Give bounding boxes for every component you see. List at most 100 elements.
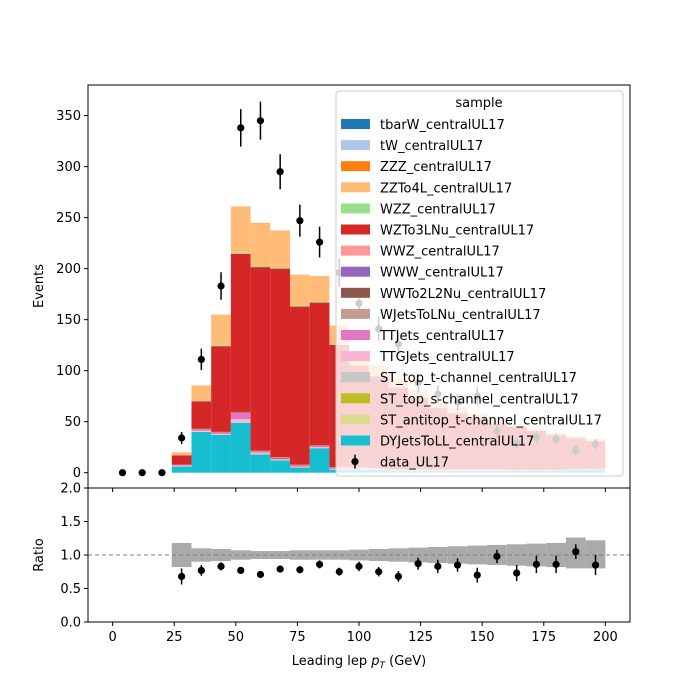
main-y-tick-label: 150 — [56, 313, 81, 328]
data-point — [296, 217, 304, 225]
stack-bar — [250, 266, 271, 268]
stack-bar — [250, 451, 271, 453]
stack-bar — [270, 230, 291, 268]
stack-bar — [211, 432, 231, 434]
data-point — [158, 469, 166, 477]
x-tick-label: 200 — [593, 630, 618, 645]
data-point — [276, 168, 284, 176]
ratio-point — [394, 572, 403, 581]
ratio-y-tick-label: 0.5 — [60, 582, 81, 597]
main-y-tick-label: 0 — [73, 466, 81, 481]
x-axis-label: Leading lep pT (GeV) — [292, 654, 426, 671]
ratio-x-ticks: 0 25 50 75 100 125 150 175 200 — [108, 622, 618, 645]
ratio-point — [256, 570, 265, 579]
main-y-axis-label: Events — [32, 264, 47, 308]
stack-bar — [290, 466, 310, 468]
ratio-y-axis-label: Ratio — [32, 538, 47, 571]
x-tick-label: 50 — [228, 630, 245, 645]
ratio-y-tick-label: 0.0 — [60, 616, 81, 631]
x-tick-label: 100 — [347, 630, 372, 645]
x-tick-label: 75 — [289, 630, 306, 645]
stack-bar — [191, 429, 212, 431]
stack-bar — [230, 413, 251, 420]
legend-label: WWW_centralUL17 — [380, 266, 504, 281]
ratio-point — [178, 572, 186, 581]
ratio-band-segment — [447, 546, 468, 564]
stack-bar — [171, 464, 192, 466]
data-point — [197, 355, 205, 364]
legend-swatch — [341, 414, 370, 425]
ratio-point — [493, 552, 501, 560]
legend-data-marker — [351, 458, 359, 466]
main-x-ticks — [112, 488, 606, 492]
stack-bar — [230, 412, 251, 414]
stack-bar — [191, 400, 212, 402]
legend-swatch — [341, 119, 370, 129]
stack-bar — [211, 433, 231, 435]
stack-bar — [171, 466, 192, 473]
stack-bar — [211, 432, 231, 433]
stack-bar — [250, 454, 271, 473]
legend-label: data_UL17 — [380, 456, 449, 471]
ratio-uncertainty-band — [171, 537, 606, 569]
ratio-point — [513, 569, 521, 577]
ratio-point — [315, 560, 324, 568]
stack-bar — [191, 401, 212, 429]
legend-label: ST_top_t-channel_centralUL17 — [380, 371, 577, 386]
stack-bar — [191, 430, 212, 432]
ratio-band-segment — [349, 549, 369, 561]
stack-bar — [290, 274, 310, 306]
stack-bar — [309, 446, 330, 448]
stack-bar — [290, 305, 310, 307]
main-y-tick-label: 300 — [56, 160, 81, 175]
x-tick-label: 125 — [408, 630, 433, 645]
ratio-band-segment — [230, 550, 251, 560]
ratio-point — [414, 560, 422, 568]
legend-label: WZZ_centralUL17 — [380, 202, 496, 217]
stack-bar — [270, 267, 291, 269]
stack-bar — [270, 268, 291, 458]
stack-bar — [270, 457, 291, 458]
legend-swatch — [341, 435, 370, 446]
stack-bar — [191, 429, 212, 430]
ratio-point — [296, 566, 304, 574]
stack-bar — [230, 422, 251, 473]
stack-bar — [191, 385, 212, 401]
x-tick-label: 25 — [166, 630, 183, 645]
legend-swatch — [341, 245, 370, 256]
legend-label: ZZZ_centralUL17 — [380, 160, 492, 175]
ratio-band-segment — [585, 540, 606, 569]
main-y-tick-label: 100 — [56, 364, 81, 379]
ratio-point — [237, 566, 245, 575]
stack-bar — [191, 431, 212, 473]
main-y-tick-label: 250 — [56, 211, 81, 226]
ratio-band-segment — [427, 546, 448, 564]
stack-bar — [250, 223, 271, 267]
legend-label: ST_top_s-channel_centralUL17 — [380, 392, 579, 407]
legend-label: WZTo3LNu_centralUL17 — [380, 224, 534, 239]
x-tick-label: 0 — [108, 630, 116, 645]
ratio-point — [217, 562, 225, 570]
stack-bar — [250, 267, 271, 451]
stack-bar — [270, 457, 291, 459]
stack-bar — [211, 431, 231, 433]
ratio-point — [335, 568, 343, 576]
legend-swatch — [341, 224, 370, 235]
stack-bar — [309, 302, 330, 446]
legend-swatch — [341, 308, 370, 319]
ratio-y-tick-label: 1.5 — [60, 515, 81, 530]
ratio-y-ticks: 0.0 0.5 1.0 1.5 2.0 — [60, 482, 88, 631]
stack-bar — [211, 434, 231, 473]
data-point — [138, 469, 146, 477]
data-point — [178, 434, 186, 442]
ratio-point — [375, 568, 383, 576]
legend-swatch — [341, 140, 370, 151]
stack-bar — [191, 428, 212, 430]
stack-bar — [290, 467, 310, 473]
data-point — [237, 124, 245, 132]
legend-label: ZZTo4L_centralUL17 — [380, 181, 512, 196]
x-tick-label: 150 — [470, 630, 495, 645]
legend-swatch — [341, 393, 370, 404]
legend-swatch — [341, 287, 370, 298]
legend-label: TTGJets_centralUL17 — [379, 350, 515, 365]
